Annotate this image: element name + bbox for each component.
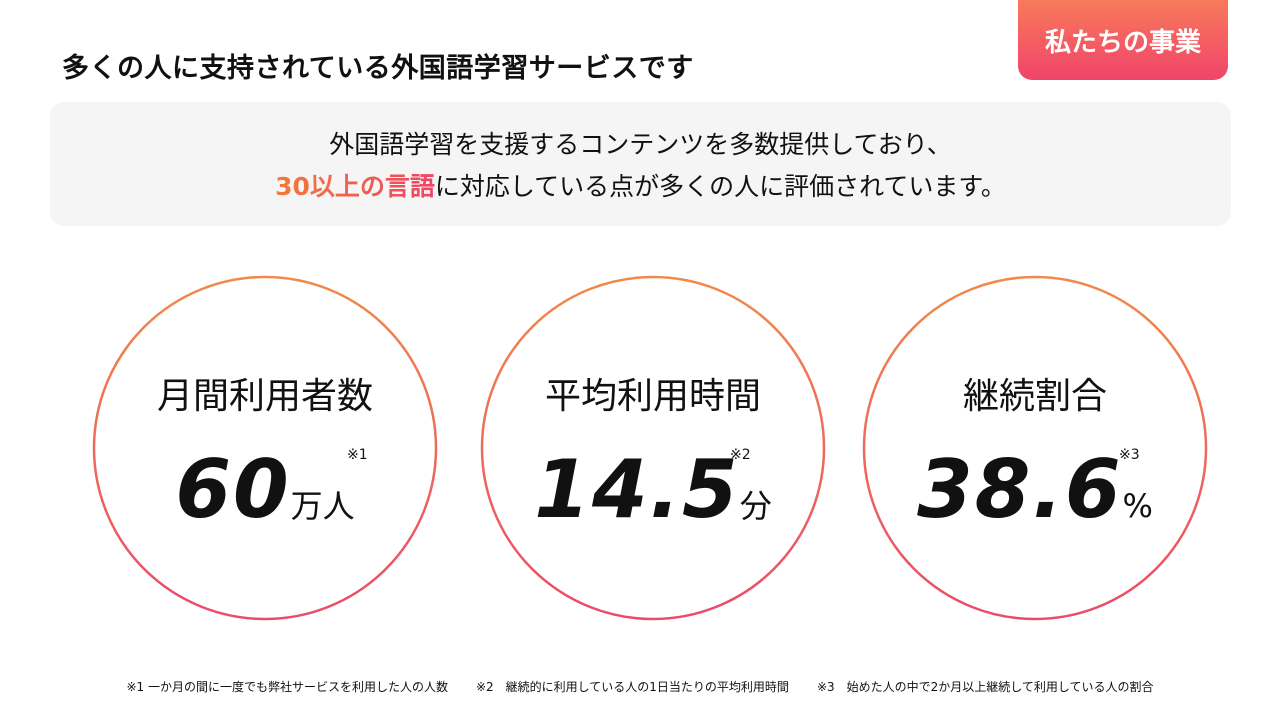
summary-line: 30以上の言語に対応している点が多くの人に評価されています。 — [50, 166, 1231, 208]
stat-note: ※2 — [730, 447, 751, 463]
highlight: 30以上の言語 — [275, 172, 435, 201]
stat-value: 38.6% — [862, 443, 1208, 536]
circle-outline — [480, 275, 826, 621]
stat-note: ※3 — [1119, 447, 1140, 463]
footnotes: ※1 一か月の間に一度でも弊社サービスを利用した人の人数 ※2 継続的に利用してい… — [0, 678, 1280, 695]
stat-unit: 万人 — [290, 487, 355, 525]
stat-unit: 分 — [739, 487, 772, 525]
title: 多くの人に支持されている外国語学習サービスです — [62, 53, 694, 84]
footnote: ※2 継続的に利用している人の1日当たりの平均利用時間 — [475, 680, 789, 694]
footnote: ※1 一か月の間に一度でも弊社サービスを利用した人の人数 — [126, 680, 448, 694]
summary-line: 外国語学習を支援するコンテンツを多数提供しており、 — [329, 130, 952, 159]
circle-outline — [92, 275, 438, 621]
stat-number: 60 — [175, 443, 291, 536]
summary-box: 外国語学習を支援するコンテンツを多数提供しており、 30以上の言語に対応している… — [50, 102, 1231, 226]
stat-label: 月間利用者数 — [156, 376, 373, 417]
stat-label: 継続割合 — [962, 376, 1107, 417]
stat-value: 60万人 — [92, 443, 438, 536]
stat-circle: 平均利用時間 14.5分 ※2 — [480, 275, 826, 621]
stat-circle: 継続割合 38.6% ※3 — [862, 275, 1208, 621]
stat-number: 14.5 — [534, 443, 740, 536]
stat-label: 平均利用時間 — [544, 376, 761, 417]
stat-number: 38.6 — [917, 443, 1123, 536]
stat-value: 14.5分 — [480, 443, 826, 536]
stat-circle: 月間利用者数 60万人 ※1 — [92, 275, 438, 621]
footnote: ※3 始めた人の中で2か月以上継続して利用している人の割合 — [816, 680, 1154, 694]
circle-outline — [862, 275, 1208, 621]
badge: 私たちの事業 — [1018, 0, 1228, 80]
stat-note: ※1 — [347, 447, 368, 463]
stat-unit: % — [1122, 487, 1153, 525]
summary-text: に対応している点が多くの人に評価されています。 — [434, 172, 1006, 201]
